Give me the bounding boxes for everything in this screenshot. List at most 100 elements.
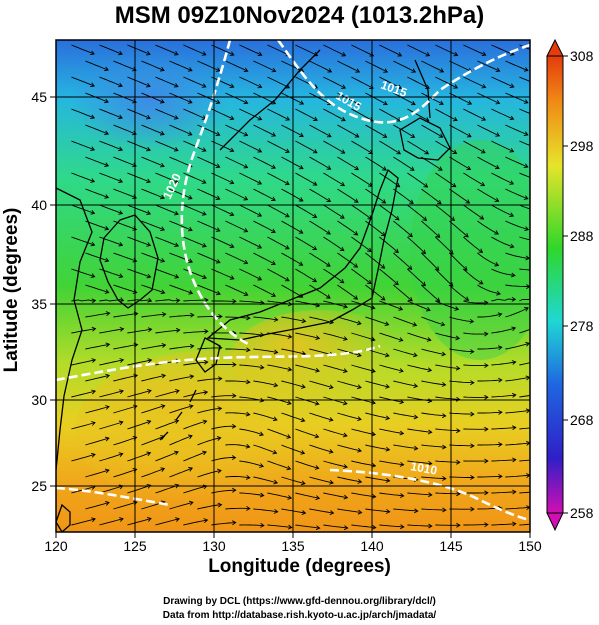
streamline-arrowhead — [469, 349, 475, 354]
streamline — [477, 124, 500, 137]
streamline-arrowhead — [354, 133, 360, 138]
streamline-arrowhead — [538, 83, 542, 87]
streamline — [379, 300, 403, 311]
streamline — [267, 364, 292, 371]
streamline-arrowhead — [498, 409, 503, 415]
streamline — [197, 124, 220, 136]
streamline-arrowhead — [188, 258, 194, 264]
streamline-arrowhead — [203, 518, 209, 524]
streamline-arrowhead — [423, 183, 429, 188]
streamline — [393, 188, 414, 204]
streamline-arrowhead — [312, 148, 318, 154]
streamline — [505, 188, 529, 200]
streamline — [253, 60, 276, 72]
isobar-1015-south — [56, 344, 381, 382]
streamline-arrowhead — [146, 242, 152, 247]
streamline — [71, 390, 96, 398]
streamline-arrowhead — [173, 115, 179, 120]
streamline-arrowhead — [91, 421, 96, 426]
streamline-arrowhead — [385, 509, 391, 514]
streamline-arrowhead — [90, 241, 96, 247]
streamline — [477, 411, 502, 414]
streamline — [519, 172, 530, 178]
streamline — [253, 508, 278, 513]
streamline-arrowhead — [173, 83, 179, 88]
streamline-arrowhead — [313, 116, 318, 121]
streamline-arrowhead — [540, 457, 544, 461]
streamline — [113, 156, 137, 167]
streamline-arrowhead — [511, 272, 516, 278]
streamline — [267, 108, 290, 121]
streamline — [379, 140, 401, 155]
streamline — [113, 405, 138, 414]
streamline — [337, 60, 360, 73]
streamline — [407, 332, 431, 341]
streamline-arrowhead — [428, 492, 433, 498]
streamline-arrowhead — [340, 116, 346, 122]
y-tick-label: 40 — [31, 197, 47, 213]
streamline-arrowhead — [426, 337, 432, 342]
streamline — [99, 76, 123, 87]
streamline — [435, 396, 460, 400]
streamline — [505, 409, 530, 414]
streamline — [281, 156, 304, 169]
streamline — [71, 422, 96, 430]
streamline-arrowhead — [300, 480, 306, 486]
streamline — [393, 156, 415, 171]
streamline — [169, 188, 193, 200]
streamline-arrowhead — [371, 462, 377, 468]
streamline — [99, 204, 123, 215]
streamline-arrowhead — [470, 475, 475, 480]
streamline — [463, 524, 488, 526]
streamline-arrowhead — [202, 450, 207, 456]
streamline-arrowhead — [160, 404, 166, 409]
streamline — [155, 236, 179, 247]
streamline — [519, 328, 530, 334]
streamline-arrowhead — [160, 467, 166, 472]
streamline — [295, 428, 319, 438]
china-coastline — [56, 187, 93, 471]
streamline — [183, 299, 208, 302]
streamline — [491, 108, 514, 120]
streamline — [323, 364, 348, 373]
streamline-arrowhead — [118, 420, 124, 426]
streamline-arrowhead — [301, 510, 307, 516]
streamline-arrowhead — [215, 195, 221, 200]
streamline — [449, 252, 468, 271]
streamline-arrowhead — [456, 428, 461, 434]
streamline-arrowhead — [257, 83, 263, 89]
streamline-arrowhead — [174, 242, 180, 248]
streamline-arrowhead — [257, 244, 263, 249]
streamline-arrowhead — [481, 116, 487, 121]
streamline-arrowhead — [159, 130, 165, 136]
streamline — [211, 236, 234, 248]
streamline-arrowhead — [174, 450, 179, 456]
streamline — [169, 435, 193, 446]
streamline — [519, 236, 530, 241]
streamline-arrowhead — [509, 115, 515, 121]
streamline-arrowhead — [314, 433, 320, 439]
streamline — [365, 508, 390, 513]
streamline — [183, 204, 207, 216]
streamline-arrowhead — [202, 419, 208, 425]
streamline — [211, 76, 234, 88]
streamline — [435, 300, 459, 310]
streamline-arrowhead — [259, 463, 265, 468]
streamline — [239, 428, 264, 436]
streamline — [491, 427, 516, 430]
streamline — [477, 252, 499, 266]
streamline-arrowhead — [523, 195, 529, 200]
streamline-arrowhead — [315, 367, 320, 373]
streamline — [239, 332, 264, 336]
streamline-arrowhead — [326, 132, 332, 138]
streamline-arrowhead — [271, 67, 277, 73]
streamline — [435, 332, 460, 339]
streamline-arrowhead — [484, 426, 489, 432]
streamline-arrowhead — [422, 216, 428, 221]
streamline — [323, 236, 345, 251]
streamline — [491, 459, 516, 462]
streamline-arrowhead — [232, 393, 237, 399]
streamline-arrowhead — [203, 359, 209, 365]
streamline — [211, 457, 236, 462]
streamline — [155, 518, 180, 526]
